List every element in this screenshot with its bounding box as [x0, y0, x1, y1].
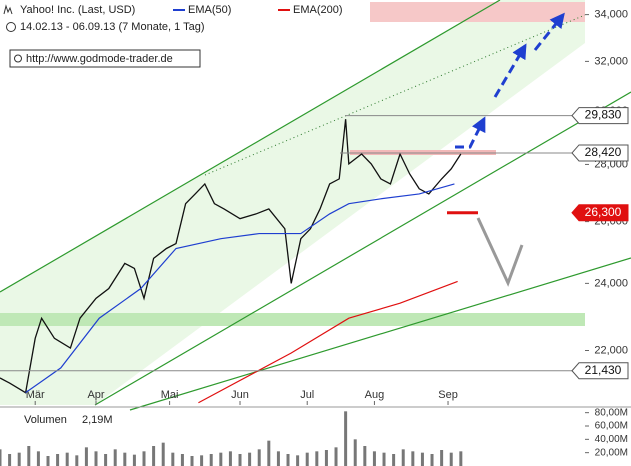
date-range: 14.02.13 - 06.09.13 (7 Monate, 1 Tag): [20, 21, 204, 33]
volume-bar: [324, 450, 328, 466]
y-tick-label: 32,000: [594, 55, 628, 67]
volume-bar: [411, 451, 415, 466]
x-tick-label: Jul: [300, 389, 314, 401]
volume-bar: [372, 451, 376, 466]
volume-bar: [286, 454, 290, 466]
decorations: [0, 0, 631, 411]
x-tick-label: Sep: [438, 389, 458, 401]
volume-tick-label: 40,00M: [595, 434, 628, 445]
volume-bar: [430, 454, 434, 466]
volume-bar: [228, 451, 232, 466]
volume-bar: [56, 454, 60, 466]
volume-bar: [449, 452, 453, 466]
volume-bar: [142, 451, 146, 466]
x-tick-label: Mai: [161, 389, 179, 401]
level-box: [571, 204, 629, 222]
x-tick-label: Mär: [26, 389, 45, 401]
volume-bar: [305, 452, 309, 466]
volume-bar: [180, 454, 184, 466]
legend-entry: EMA(200): [293, 4, 343, 16]
volume-bar: [8, 454, 12, 466]
chart-title: Yahoo! Inc. (Last, USD): [20, 4, 135, 16]
volume-bar: [123, 452, 127, 466]
volume-bar: [248, 452, 252, 466]
level-label: 29,830: [585, 108, 622, 122]
volume-bar: [440, 450, 444, 466]
volume-bar: [75, 455, 79, 466]
level-box: [571, 107, 629, 125]
volume-bar: [344, 411, 348, 466]
x-tick-label: Aug: [365, 389, 385, 401]
volume-bar: [209, 454, 213, 466]
volume-bar: [65, 452, 69, 466]
price-line: [198, 280, 458, 404]
volume-bar: [267, 440, 271, 466]
level-label: 21,430: [585, 363, 622, 377]
volume-bar: [152, 446, 156, 466]
volume-bar: [36, 451, 40, 466]
volume-bar: [190, 456, 194, 466]
level-box: [571, 362, 629, 380]
price-line: [0, 119, 462, 394]
volume-bar: [420, 452, 424, 466]
price-line: [25, 183, 455, 394]
volume-bar: [27, 446, 31, 466]
level-box: [571, 144, 629, 162]
y-tick-label: 22,000: [594, 344, 628, 356]
volume-bar: [459, 451, 463, 466]
volume-bar: [200, 455, 204, 466]
level-label: 28,420: [585, 145, 622, 159]
volume-bar: [104, 454, 108, 466]
x-tick-label: Jun: [231, 389, 249, 401]
volume-bar: [238, 454, 242, 466]
volume-bar: [334, 447, 338, 466]
volume-bar: [171, 452, 175, 466]
volume-bar: [94, 451, 98, 466]
volume-bar: [363, 446, 367, 466]
volume-bar: [84, 447, 88, 466]
source: http://www.godmode-trader.de: [26, 53, 173, 65]
volume-tick-label: 80,00M: [595, 407, 628, 418]
volume-bar: [315, 451, 319, 466]
volume-bar: [276, 451, 280, 466]
x-tick-label: Apr: [87, 389, 104, 401]
volume-bar: [219, 452, 223, 466]
volume-bar: [161, 442, 165, 466]
volume-bar: [257, 449, 261, 466]
y-tick-label: 24,000: [594, 277, 628, 289]
volume-bar: [392, 454, 396, 466]
y-tick-label: 34,000: [594, 9, 628, 21]
volume-last: 2,19M: [82, 414, 113, 426]
volume-tick-label: 20,00M: [595, 447, 628, 458]
legend-entry: EMA(50): [188, 4, 231, 16]
volume-title: Volumen: [24, 414, 67, 426]
volume-bar: [0, 449, 2, 466]
volume-bar: [382, 452, 386, 466]
level-label: 26,300: [585, 205, 622, 219]
volume-bar: [46, 456, 50, 466]
volume-bar: [113, 449, 117, 466]
volume-bar: [353, 439, 357, 466]
volume-tick-label: 60,00M: [595, 421, 628, 432]
volume-bar: [132, 454, 136, 466]
volume-bar: [401, 449, 405, 466]
volume-bar: [296, 455, 300, 466]
volume-bar: [17, 452, 21, 466]
